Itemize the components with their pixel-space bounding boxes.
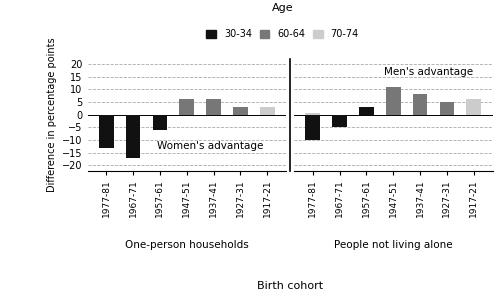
Bar bbox=[180, 99, 194, 115]
Y-axis label: Difference in percentage points: Difference in percentage points bbox=[46, 37, 56, 192]
Bar bbox=[332, 115, 347, 127]
Bar bbox=[306, 113, 320, 115]
Bar bbox=[412, 94, 428, 115]
Bar bbox=[466, 99, 481, 115]
Bar bbox=[206, 99, 221, 115]
Text: Birth cohort: Birth cohort bbox=[257, 281, 323, 291]
Text: Age: Age bbox=[272, 3, 293, 13]
Text: People not living alone: People not living alone bbox=[334, 240, 452, 250]
Bar bbox=[306, 115, 320, 140]
Bar bbox=[152, 115, 168, 130]
Bar bbox=[359, 107, 374, 115]
Bar bbox=[99, 115, 114, 148]
Text: Women's advantage: Women's advantage bbox=[158, 141, 264, 151]
Bar bbox=[126, 115, 140, 158]
Bar bbox=[233, 107, 248, 115]
Bar bbox=[440, 102, 454, 115]
Text: Men's advantage: Men's advantage bbox=[384, 67, 474, 77]
Bar bbox=[386, 87, 400, 115]
Text: One-person households: One-person households bbox=[125, 240, 248, 250]
Bar bbox=[260, 107, 274, 115]
Legend: 30-34, 60-64, 70-74: 30-34, 60-64, 70-74 bbox=[202, 26, 362, 43]
